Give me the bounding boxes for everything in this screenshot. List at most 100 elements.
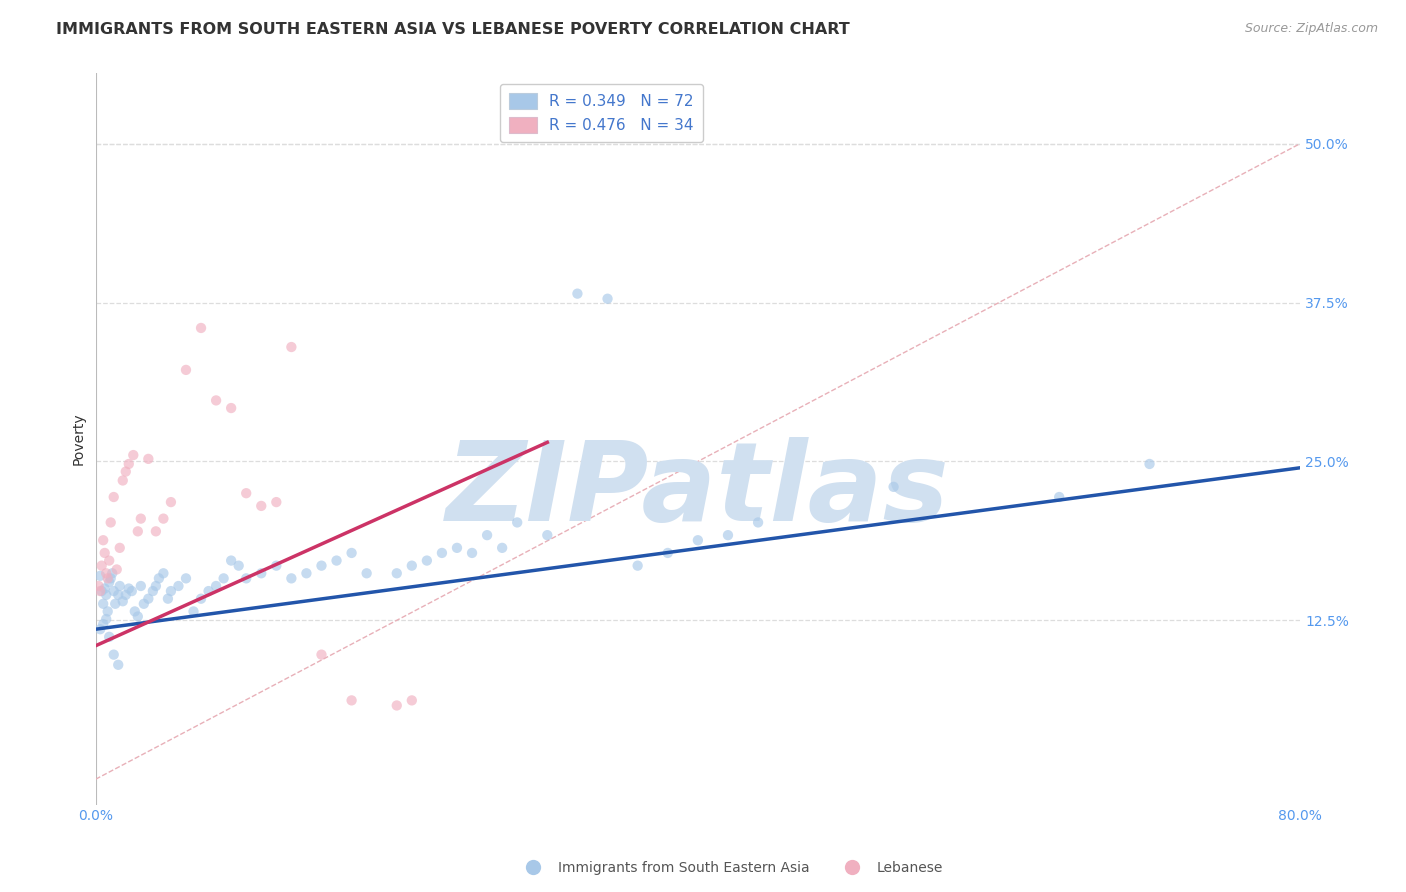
Point <box>108 541 131 555</box>
Point <box>103 648 125 662</box>
Point <box>356 566 378 581</box>
Text: ZIPatlas: ZIPatlas <box>446 436 949 543</box>
Point <box>717 528 740 542</box>
Point <box>97 604 120 618</box>
Point <box>250 566 273 581</box>
Point <box>90 558 112 573</box>
Point <box>174 363 197 377</box>
Point <box>174 571 197 585</box>
Point <box>325 553 347 567</box>
Point <box>385 698 408 713</box>
Point <box>129 579 152 593</box>
Point <box>121 584 143 599</box>
Point <box>235 486 257 500</box>
Point <box>107 657 129 672</box>
Point <box>1047 490 1070 504</box>
Point <box>183 604 205 618</box>
Point <box>160 495 183 509</box>
Point <box>461 546 484 560</box>
Point <box>567 286 589 301</box>
Point <box>883 480 905 494</box>
Point <box>98 553 121 567</box>
Point <box>416 553 439 567</box>
Point <box>627 558 650 573</box>
Point <box>596 292 619 306</box>
Point <box>295 566 318 581</box>
Point <box>101 566 124 581</box>
Point <box>114 465 136 479</box>
Point <box>430 546 453 560</box>
Point <box>401 693 423 707</box>
Point <box>446 541 468 555</box>
Point <box>219 553 242 567</box>
Point <box>96 566 118 581</box>
Point <box>89 584 111 599</box>
Point <box>98 630 121 644</box>
Point <box>475 528 498 542</box>
Point <box>385 566 408 581</box>
Point <box>104 597 127 611</box>
Legend: R = 0.349   N = 72, R = 0.476   N = 34: R = 0.349 N = 72, R = 0.476 N = 34 <box>501 84 703 142</box>
Point <box>205 579 228 593</box>
Point <box>124 604 146 618</box>
Point <box>145 524 167 539</box>
Text: IMMIGRANTS FROM SOUTH EASTERN ASIA VS LEBANESE POVERTY CORRELATION CHART: IMMIGRANTS FROM SOUTH EASTERN ASIA VS LE… <box>56 22 851 37</box>
Point <box>103 584 125 599</box>
Point <box>311 648 333 662</box>
Point <box>228 558 250 573</box>
Point <box>250 499 273 513</box>
Point <box>657 546 679 560</box>
Legend: Immigrants from South Eastern Asia, Lebanese: Immigrants from South Eastern Asia, Leba… <box>513 855 949 880</box>
Point <box>219 401 242 415</box>
Point <box>266 495 288 509</box>
Point <box>491 541 513 555</box>
Point <box>100 516 122 530</box>
Point <box>212 571 235 585</box>
Point <box>401 558 423 573</box>
Point <box>93 582 115 596</box>
Point <box>536 528 558 542</box>
Point <box>152 566 174 581</box>
Point <box>127 524 149 539</box>
Point <box>91 533 114 548</box>
Point <box>280 340 302 354</box>
Point <box>156 591 179 606</box>
Point <box>89 569 111 583</box>
Point <box>340 693 363 707</box>
Point <box>190 591 212 606</box>
Point <box>96 612 118 626</box>
Point <box>138 591 160 606</box>
Point <box>127 609 149 624</box>
Point <box>87 579 110 593</box>
Point <box>108 579 131 593</box>
Point <box>132 597 155 611</box>
Point <box>89 622 111 636</box>
Point <box>96 588 118 602</box>
Point <box>167 579 190 593</box>
Point <box>91 597 114 611</box>
Point <box>148 571 170 585</box>
Point <box>506 516 529 530</box>
Point <box>100 571 122 585</box>
Point <box>747 516 769 530</box>
Point <box>138 451 160 466</box>
Point <box>111 594 134 608</box>
Point <box>145 579 167 593</box>
Point <box>686 533 709 548</box>
Point <box>197 584 219 599</box>
Point <box>90 584 112 599</box>
Point <box>118 457 141 471</box>
Point <box>114 588 136 602</box>
Point <box>266 558 288 573</box>
Point <box>280 571 302 585</box>
Point <box>111 474 134 488</box>
Point <box>1139 457 1161 471</box>
Point <box>152 511 174 525</box>
Point <box>142 584 165 599</box>
Point <box>105 562 128 576</box>
Point <box>93 546 115 560</box>
Point <box>205 393 228 408</box>
Point <box>160 584 183 599</box>
Point <box>122 448 145 462</box>
Point <box>103 490 125 504</box>
